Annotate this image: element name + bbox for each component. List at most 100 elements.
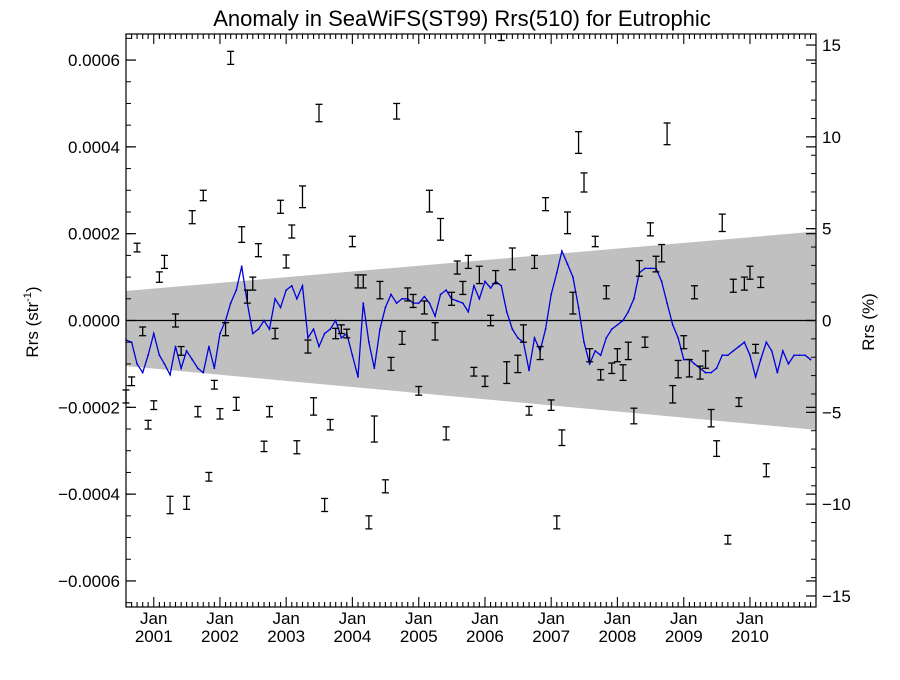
line-point — [500, 284, 503, 287]
errorbar-point — [315, 103, 323, 123]
line-point — [367, 341, 370, 344]
errorbar-point — [348, 235, 356, 248]
errorbar-point — [685, 358, 693, 378]
line-point — [544, 328, 547, 331]
errorbar-point — [530, 254, 538, 270]
line-point — [439, 293, 442, 296]
line-point — [295, 297, 298, 300]
errorbar-point — [326, 418, 334, 431]
line-point — [384, 306, 387, 309]
errorbar-point — [404, 287, 412, 302]
errorbar-point — [304, 339, 312, 354]
line-point — [721, 354, 724, 357]
line-point — [169, 373, 171, 376]
y-left-tick-label: −0.0004 — [58, 485, 120, 504]
errorbar-point — [630, 407, 638, 425]
y-left-tick-label: 0.0002 — [68, 225, 120, 244]
line-point — [423, 295, 426, 298]
line-point — [588, 363, 591, 365]
errorbar-point — [155, 271, 163, 283]
errorbar-point — [735, 397, 743, 408]
errorbar-point — [133, 242, 141, 253]
line-point — [379, 328, 381, 331]
errorbar-point — [470, 366, 478, 377]
y-left-tick-label: 0.0000 — [68, 312, 120, 331]
line-point — [445, 289, 448, 292]
errorbar-point — [277, 199, 285, 214]
line-point — [743, 341, 746, 344]
errorbar-point — [591, 235, 599, 248]
x-tick-label-month: Jan — [670, 609, 697, 628]
line-point — [809, 358, 812, 361]
line-point — [704, 371, 707, 374]
errorbar-point — [663, 122, 671, 146]
errorbar-point — [249, 276, 257, 291]
line-point — [196, 367, 199, 370]
x-tick-label-month: Jan — [206, 609, 233, 628]
tick-layer: 0.0006 0.0004 0.0002 0.0000 −0.0002 −0.0004 −0… — [58, 34, 851, 646]
line-point — [158, 354, 161, 357]
x-tick-label-month: Jan — [736, 609, 763, 628]
line-point — [759, 358, 762, 361]
errorbar-point — [271, 327, 279, 340]
line-point — [174, 345, 177, 348]
errorbar-point — [597, 368, 605, 381]
errorbar-point — [757, 276, 765, 289]
errorbar-point — [514, 354, 522, 374]
errorbar-point — [525, 405, 533, 416]
errorbar-point — [238, 226, 246, 244]
line-point — [528, 369, 530, 372]
line-point — [660, 280, 663, 283]
line-point — [599, 354, 602, 357]
errorbar-point — [199, 189, 207, 202]
x-tick-label-year: 2002 — [201, 627, 239, 646]
errorbar-point — [415, 385, 423, 396]
errorbar-point — [188, 210, 196, 225]
line-point — [351, 354, 354, 357]
line-point — [373, 367, 376, 370]
line-point — [434, 315, 436, 318]
errorbar-point — [464, 254, 472, 270]
errorbar-point — [365, 515, 373, 530]
y-axis-right-label: Rrs (%) — [859, 293, 878, 351]
y-axis-left-label-prefix: Rrs (str — [23, 302, 42, 358]
errorbar-point — [553, 515, 561, 530]
x-tick-label-year: 2010 — [731, 627, 769, 646]
errorbar-point — [381, 479, 389, 494]
line-point — [566, 263, 569, 265]
line-point — [715, 367, 718, 370]
errorbar-point — [459, 280, 467, 296]
errorbar-point — [265, 405, 273, 418]
errorbar-point — [183, 495, 191, 510]
errorbar-point — [575, 131, 583, 155]
line-point — [555, 271, 558, 274]
y-axis-left-label: Rrs (str-1) — [22, 286, 42, 357]
errorbar-point — [503, 361, 511, 385]
errorbar-point — [713, 440, 721, 458]
x-tick-label-year: 2001 — [135, 627, 173, 646]
line-point — [219, 332, 221, 335]
line-point — [240, 265, 243, 268]
y-left-tick-label: 0.0006 — [68, 51, 120, 70]
line-point — [428, 302, 431, 305]
line-point — [478, 297, 481, 300]
errorbar-point — [420, 300, 428, 315]
line-point — [163, 363, 166, 365]
line-point — [577, 306, 580, 309]
errorbar-point — [508, 247, 516, 271]
line-point — [152, 332, 155, 335]
line-point — [594, 349, 597, 352]
x-tick-label-month: Jan — [140, 609, 167, 628]
errorbar-point — [519, 324, 527, 343]
errorbar-point — [652, 255, 660, 273]
errorbar-point — [635, 259, 643, 277]
errorbar-point — [293, 440, 301, 455]
line-point — [395, 302, 398, 305]
line-point — [505, 310, 508, 313]
line-point — [312, 328, 315, 331]
line-point — [738, 345, 740, 348]
line-point — [511, 328, 514, 331]
errorbar-point — [702, 350, 710, 369]
errorbar-point — [370, 415, 378, 443]
